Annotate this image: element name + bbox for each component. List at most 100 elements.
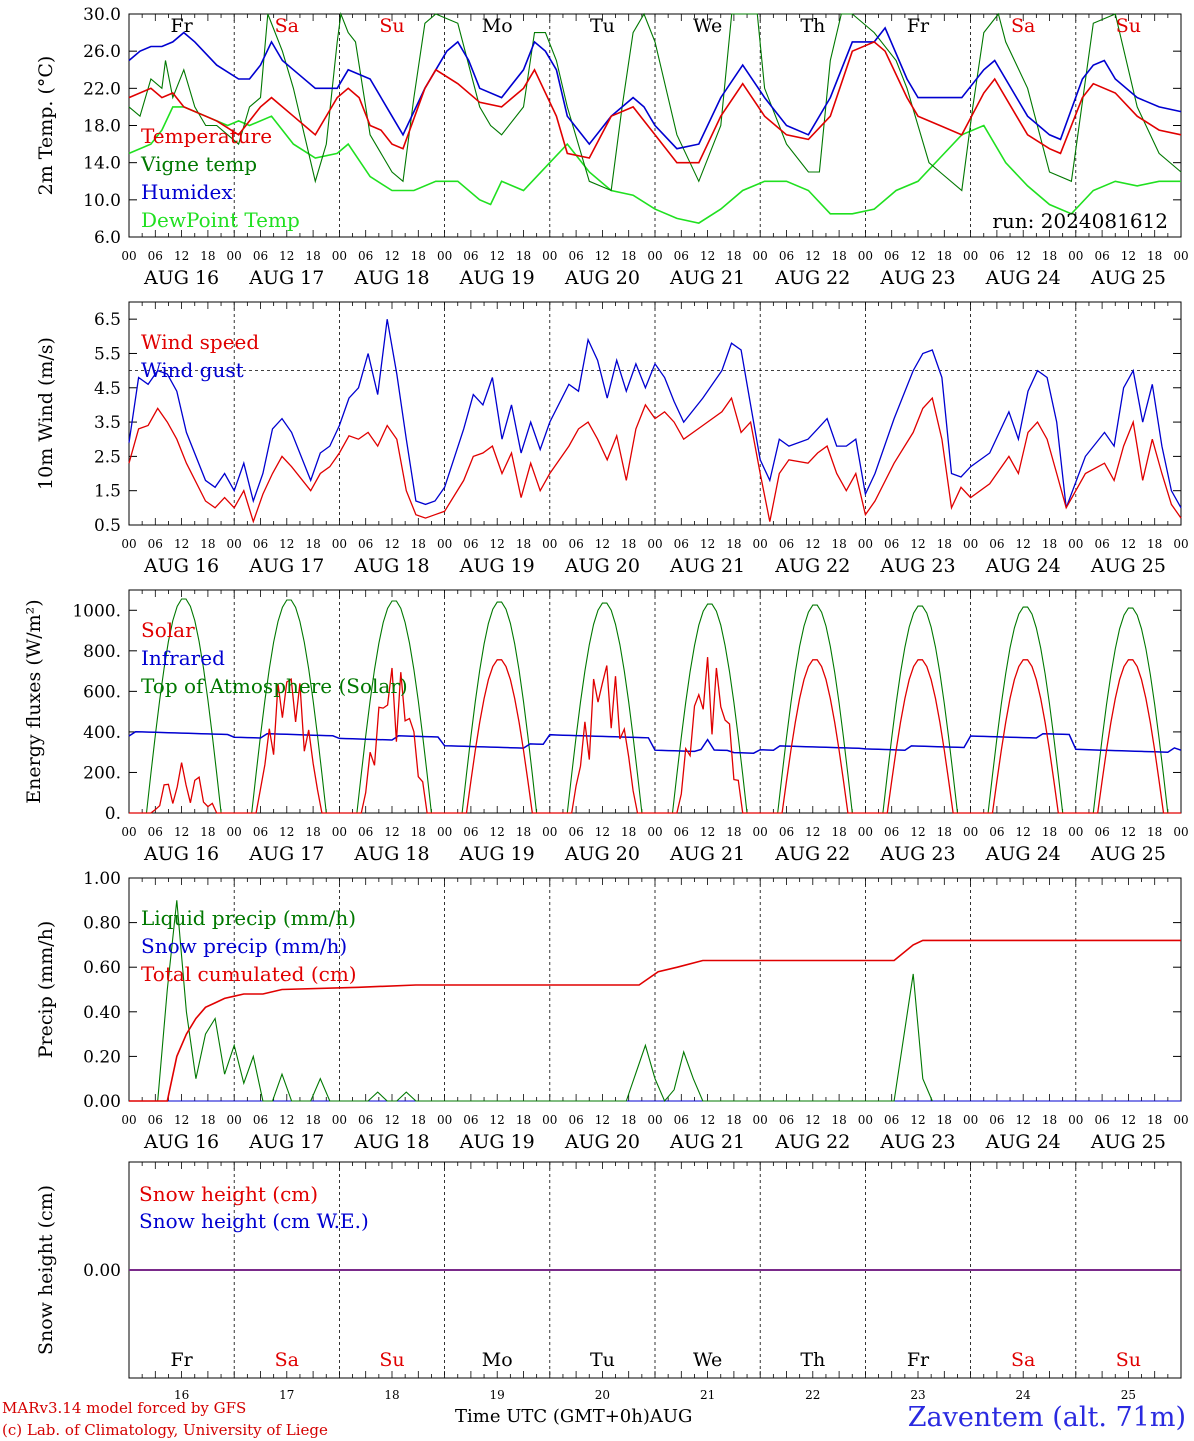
hour-tick-label: 00 — [963, 825, 978, 839]
hour-tick-label: 06 — [148, 825, 163, 839]
hour-tick-label: 12 — [805, 249, 820, 263]
weekday-label: Fr — [907, 15, 930, 37]
hour-tick-label: 18 — [1147, 825, 1162, 839]
day-date-label: AUG 25 — [1090, 843, 1166, 865]
hour-tick-label: 12 — [384, 537, 399, 551]
hour-tick-label: 12 — [1121, 825, 1136, 839]
hour-tick-label: 00 — [858, 825, 873, 839]
day-date-label: AUG 18 — [353, 555, 429, 577]
hour-tick-label: 18 — [937, 825, 952, 839]
hour-tick-label: 18 — [937, 249, 952, 263]
hour-tick-label: 00 — [647, 1113, 662, 1127]
hour-tick-label: 06 — [463, 1113, 478, 1127]
precip-ytick: 0.60 — [83, 958, 121, 978]
hour-tick-label: 18 — [726, 537, 741, 551]
hour-tick-label: 06 — [779, 249, 794, 263]
hour-tick-label: 06 — [568, 249, 583, 263]
hour-tick-label: 06 — [1094, 825, 1109, 839]
hour-tick-label: 06 — [253, 537, 268, 551]
day-date-label: AUG 17 — [248, 555, 324, 577]
weekday-label: Fr — [170, 15, 193, 37]
day-number-label: 22 — [805, 1388, 820, 1402]
hour-tick-label: 18 — [1147, 1113, 1162, 1127]
hour-tick-label: 06 — [358, 1113, 373, 1127]
weekday-label: Mo — [482, 15, 513, 37]
legend-humidex: Humidex — [141, 180, 233, 204]
hour-tick-label: 00 — [753, 1113, 768, 1127]
hour-tick-label: 18 — [831, 1113, 846, 1127]
hour-tick-label: 00 — [1068, 537, 1083, 551]
legend-top-of-atmosphere-solar-: Top of Atmosphere (Solar) — [141, 674, 408, 698]
hour-tick-label: 12 — [1016, 825, 1031, 839]
weekday-label-bottom: Th — [800, 1349, 825, 1371]
hour-tick-label: 00 — [121, 537, 136, 551]
hour-tick-label: 00 — [437, 537, 452, 551]
hour-tick-label: 18 — [621, 1113, 636, 1127]
hour-tick-label: 18 — [411, 825, 426, 839]
hour-tick-label: 12 — [384, 825, 399, 839]
precip-ytick: 0.20 — [83, 1047, 121, 1067]
hour-tick-label: 00 — [227, 1113, 242, 1127]
snow-ytick: 0.00 — [83, 1261, 121, 1281]
hour-tick-label: 06 — [884, 249, 899, 263]
hour-tick-label: 18 — [305, 825, 320, 839]
hour-tick-label: 12 — [279, 825, 294, 839]
hour-tick-label: 12 — [595, 537, 610, 551]
hour-tick-label: 06 — [1094, 1113, 1109, 1127]
hour-tick-label: 06 — [568, 825, 583, 839]
hour-tick-label: 00 — [437, 1113, 452, 1127]
hour-tick-label: 06 — [358, 825, 373, 839]
hour-tick-label: 12 — [490, 1113, 505, 1127]
hour-tick-label: 00 — [647, 537, 662, 551]
hour-tick-label: 12 — [1121, 1113, 1136, 1127]
hour-tick-label: 12 — [805, 825, 820, 839]
hour-tick-label: 18 — [726, 249, 741, 263]
hour-tick-label: 12 — [595, 1113, 610, 1127]
weekday-label: Sa — [275, 15, 299, 37]
hour-tick-label: 00 — [963, 249, 978, 263]
series-infrared-line — [128, 730, 1182, 754]
hour-tick-label: 00 — [1173, 825, 1188, 839]
hour-tick-label: 18 — [937, 537, 952, 551]
day-date-label: AUG 18 — [353, 1131, 429, 1153]
day-date-label: AUG 23 — [879, 843, 955, 865]
hour-tick-label: 12 — [490, 537, 505, 551]
hour-tick-label: 06 — [148, 1113, 163, 1127]
hour-tick-label: 06 — [463, 825, 478, 839]
hour-tick-label: 12 — [279, 1113, 294, 1127]
hour-tick-label: 18 — [516, 537, 531, 551]
wind-ytick: 6.5 — [94, 310, 121, 330]
precip-ytick: 0.00 — [83, 1092, 121, 1112]
hour-tick-label: 18 — [200, 1113, 215, 1127]
hour-tick-label: 06 — [253, 825, 268, 839]
weekday-label: Sa — [1011, 15, 1035, 37]
hour-tick-label: 18 — [305, 249, 320, 263]
hour-tick-label: 12 — [279, 249, 294, 263]
energy-ytick: 200. — [83, 763, 121, 783]
hour-tick-label: 18 — [1042, 825, 1057, 839]
temp-ytick: 10.0 — [83, 191, 121, 211]
hour-tick-label: 00 — [227, 249, 242, 263]
wind-ytick: 5.5 — [94, 344, 121, 364]
day-date-label: AUG 24 — [985, 555, 1061, 577]
day-date-label: AUG 21 — [669, 555, 745, 577]
hour-tick-label: 12 — [910, 249, 925, 263]
weekday-label: We — [693, 15, 722, 37]
hour-tick-label: 12 — [1121, 537, 1136, 551]
day-date-label: AUG 19 — [459, 1131, 535, 1153]
hour-tick-label: 18 — [305, 537, 320, 551]
hour-tick-label: 06 — [884, 537, 899, 551]
hour-tick-label: 06 — [674, 825, 689, 839]
series-liquid-precip-mm-h--line — [129, 900, 933, 1103]
hour-tick-label: 06 — [989, 825, 1004, 839]
wind-ylabel: 10m Wind (m/s) — [35, 337, 57, 490]
day-date-label: AUG 24 — [985, 1131, 1061, 1153]
hour-tick-label: 06 — [568, 1113, 583, 1127]
day-date-label: AUG 24 — [985, 843, 1061, 865]
legend-infrared: Infrared — [141, 646, 225, 670]
temp-ytick: 30.0 — [83, 5, 121, 25]
day-date-label: AUG 25 — [1090, 267, 1166, 289]
wind-ytick: 4.5 — [94, 379, 121, 399]
weekday-label-bottom: Su — [379, 1349, 404, 1371]
